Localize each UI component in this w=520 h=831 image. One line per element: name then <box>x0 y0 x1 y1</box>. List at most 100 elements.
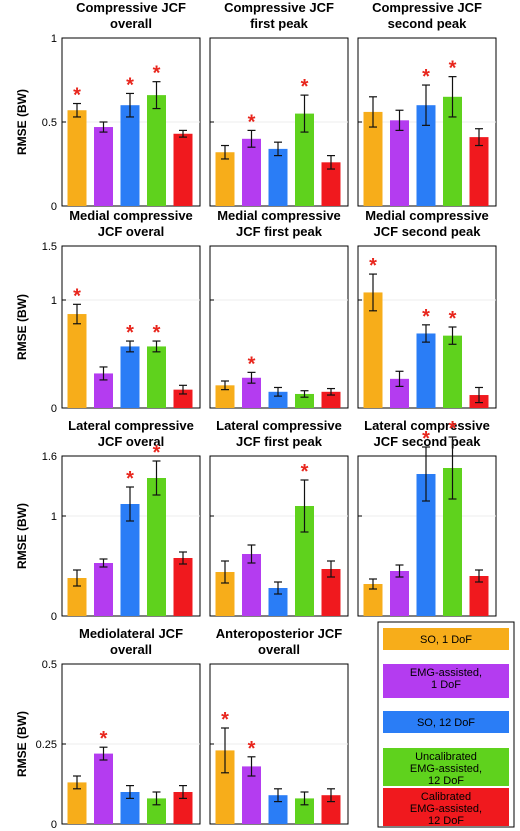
significance-star: * <box>301 76 309 98</box>
y-tick-label: 1 <box>51 33 57 45</box>
bar <box>242 766 261 824</box>
y-tick-label: 1 <box>51 511 57 523</box>
chart-title: JCF overal <box>98 434 164 449</box>
bar <box>469 576 489 616</box>
bar <box>268 588 288 616</box>
bar <box>120 346 140 408</box>
bar <box>268 148 288 206</box>
bar <box>390 120 409 206</box>
significance-star: * <box>126 322 134 344</box>
bar <box>215 385 235 408</box>
bar <box>443 96 462 206</box>
legend-swatch <box>383 788 509 826</box>
chart-title: overall <box>258 642 300 657</box>
significance-star: * <box>100 728 108 750</box>
chart-title: JCF first peak <box>236 224 323 239</box>
bar <box>215 152 235 206</box>
bar <box>173 558 193 616</box>
bar <box>295 113 314 206</box>
legend-label: 12 DoF <box>428 775 464 787</box>
y-tick-label: 0 <box>51 201 57 213</box>
plot-area <box>209 245 349 409</box>
significance-star: * <box>248 111 256 133</box>
bar <box>268 795 288 824</box>
y-tick-label: 0.25 <box>36 739 57 751</box>
legend-label: EMG-assisted, <box>410 667 482 679</box>
y-axis-label: RMSE (BW) <box>15 711 29 777</box>
y-tick-label: 1.5 <box>42 241 57 253</box>
significance-star: * <box>248 353 256 375</box>
chart-title: Lateral compressive <box>364 418 490 433</box>
significance-star: * <box>73 285 81 307</box>
legend-label: 1 DoF <box>431 679 461 691</box>
bar <box>67 782 87 824</box>
y-tick-label: 0.5 <box>42 117 57 129</box>
bar <box>295 798 314 824</box>
bar <box>321 795 341 824</box>
bar <box>242 554 261 616</box>
significance-star: * <box>422 66 430 88</box>
chart-title: second peak <box>388 16 468 31</box>
y-axis-label: RMSE (BW) <box>15 89 29 155</box>
chart-title: overall <box>110 642 152 657</box>
y-tick-label: 0 <box>51 819 57 831</box>
bar <box>390 378 409 408</box>
legend-swatch <box>383 711 509 733</box>
significance-star: * <box>153 63 161 85</box>
significance-star: * <box>301 461 309 483</box>
bar <box>147 478 166 616</box>
bar <box>173 792 193 824</box>
significance-star: * <box>449 308 457 330</box>
legend-label: Calibrated <box>421 791 471 803</box>
legend-label: EMG-assisted, <box>410 763 482 775</box>
y-tick-label: 0.5 <box>42 659 57 671</box>
y-axis-label: RMSE (BW) <box>15 503 29 569</box>
bar <box>416 333 436 408</box>
chart-title: Medial compressive <box>217 208 341 223</box>
chart-title: JCF second peak <box>374 434 482 449</box>
legend-label: 12 DoF <box>428 815 464 827</box>
chart-title: Lateral compressive <box>216 418 342 433</box>
bar <box>416 105 436 206</box>
chart-title: Medial compressive <box>365 208 489 223</box>
bar <box>321 162 341 206</box>
bar <box>147 798 166 824</box>
bar <box>295 393 314 408</box>
chart-title: Compressive JCF <box>372 0 482 15</box>
y-axis-label: RMSE (BW) <box>15 294 29 360</box>
bar <box>94 753 113 824</box>
bar <box>120 105 140 206</box>
legend-label: SO, 12 DoF <box>417 717 475 729</box>
significance-star: * <box>369 255 377 277</box>
bar <box>147 346 166 408</box>
chart-title: Compressive JCF <box>76 0 186 15</box>
bar <box>416 474 436 616</box>
bar <box>443 468 462 616</box>
bar <box>94 563 113 616</box>
bar <box>215 750 235 824</box>
bar <box>67 110 87 206</box>
bar <box>147 95 166 206</box>
legend-swatch <box>383 628 509 650</box>
significance-star: * <box>422 306 430 328</box>
bar <box>390 571 409 616</box>
bar <box>94 373 113 408</box>
bar <box>120 504 140 616</box>
bar <box>67 578 87 616</box>
bar <box>295 506 314 616</box>
y-tick-label: 1 <box>51 295 57 307</box>
significance-star: * <box>126 74 134 96</box>
bar <box>469 137 489 206</box>
y-tick-label: 0 <box>51 611 57 623</box>
bar <box>268 391 288 408</box>
bar <box>94 127 113 206</box>
significance-star: * <box>422 428 430 450</box>
